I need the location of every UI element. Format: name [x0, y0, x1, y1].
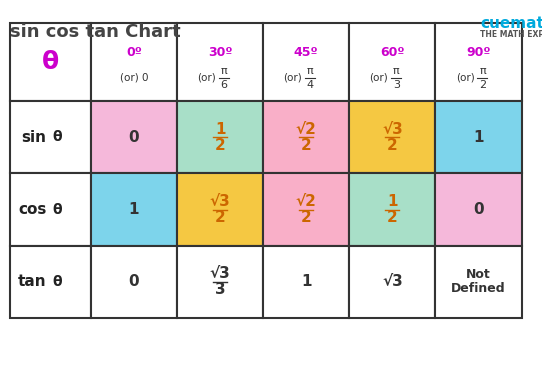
Text: θ: θ [53, 275, 62, 289]
Bar [263, 174, 349, 246]
Bar [349, 174, 435, 246]
Bar [349, 246, 435, 318]
Text: tan: tan [18, 274, 47, 290]
Text: 1: 1 [129, 202, 139, 217]
Text: (or): (or) [370, 73, 389, 83]
Text: 2: 2 [301, 210, 312, 225]
Text: θ: θ [42, 50, 59, 74]
Text: 45º: 45º [294, 46, 319, 59]
Text: 90º: 90º [466, 46, 491, 59]
Text: cuemath: cuemath [480, 16, 542, 31]
Bar [10, 101, 91, 174]
Text: θ: θ [53, 203, 62, 217]
Text: θ: θ [53, 130, 62, 144]
Bar [349, 23, 435, 101]
Text: 1: 1 [387, 194, 398, 209]
Text: √3: √3 [210, 266, 230, 281]
Bar [91, 101, 177, 174]
Text: THE MATH EXPERT: THE MATH EXPERT [480, 30, 542, 39]
Text: Not: Not [466, 268, 491, 281]
Text: 6: 6 [221, 80, 228, 90]
Bar [91, 246, 177, 318]
Text: π: π [479, 66, 486, 76]
Bar [10, 23, 91, 101]
Text: 3: 3 [215, 282, 225, 297]
Bar [10, 174, 91, 246]
Bar [177, 246, 263, 318]
Text: 2: 2 [301, 138, 312, 153]
Text: √2: √2 [296, 194, 317, 209]
Text: 1: 1 [301, 274, 312, 290]
Text: sin: sin [22, 130, 47, 145]
Text: (or): (or) [456, 73, 474, 83]
Bar [263, 23, 349, 101]
Bar [435, 23, 521, 101]
Text: √3: √3 [382, 122, 403, 137]
Bar [91, 23, 177, 101]
Text: (or): (or) [197, 73, 216, 83]
Bar [263, 246, 349, 318]
Text: π: π [393, 66, 399, 76]
Text: Defined: Defined [451, 282, 506, 295]
Text: 1: 1 [215, 122, 225, 137]
Text: √2: √2 [296, 122, 317, 137]
Bar [435, 246, 521, 318]
Text: π: π [221, 66, 228, 76]
Bar [435, 101, 521, 174]
Text: 0: 0 [128, 130, 139, 145]
Text: 2: 2 [387, 138, 398, 153]
Text: 30º: 30º [208, 46, 233, 59]
Bar [349, 101, 435, 174]
Bar [177, 23, 263, 101]
Text: 2: 2 [215, 138, 225, 153]
Text: cos: cos [18, 202, 47, 217]
Text: π: π [307, 66, 314, 76]
Bar [91, 174, 177, 246]
Text: 2: 2 [479, 80, 486, 90]
Text: 2: 2 [387, 210, 398, 225]
Text: 1: 1 [473, 130, 484, 145]
Text: 4: 4 [307, 80, 314, 90]
Text: 3: 3 [393, 80, 400, 90]
Text: (or) 0: (or) 0 [120, 73, 148, 83]
Text: 0: 0 [128, 274, 139, 290]
Text: 2: 2 [215, 210, 225, 225]
Text: 0º: 0º [126, 46, 142, 59]
Text: sin cos tan Chart: sin cos tan Chart [10, 23, 180, 41]
Text: (or): (or) [283, 73, 302, 83]
Text: √3: √3 [382, 274, 403, 290]
Bar [10, 246, 91, 318]
Text: 60º: 60º [380, 46, 405, 59]
Text: 0: 0 [473, 202, 484, 217]
Bar [435, 174, 521, 246]
Bar [177, 101, 263, 174]
Bar [177, 174, 263, 246]
Bar [263, 101, 349, 174]
Text: √3: √3 [210, 194, 230, 209]
